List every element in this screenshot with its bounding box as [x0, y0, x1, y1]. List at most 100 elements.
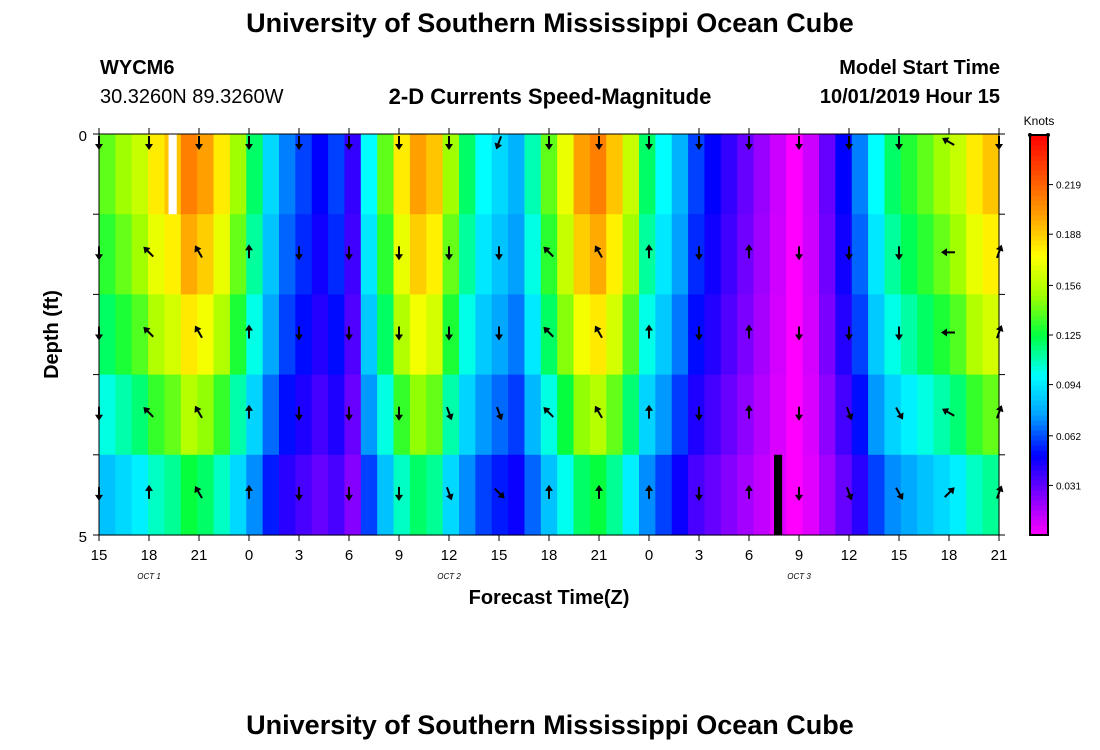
heatmap-cell — [557, 454, 575, 536]
heatmap-cell — [131, 374, 149, 456]
heatmap-cell — [606, 214, 624, 295]
colorbar-segment — [1030, 135, 1048, 141]
colorbar-segment — [1030, 480, 1048, 486]
colorbar-segment — [1030, 285, 1048, 291]
current-arrow — [143, 407, 154, 418]
heatmap-cell — [851, 294, 869, 376]
colorbar-segment — [1030, 275, 1048, 281]
colorbar-segment — [1030, 300, 1048, 306]
colorbar-segment — [1030, 370, 1048, 376]
colorbar-segment — [1030, 355, 1048, 361]
y-tick-label: 5 — [79, 529, 87, 546]
station-coords: 30.3260N 89.3260W — [100, 86, 284, 108]
heatmap-cell — [868, 454, 886, 536]
colorbar-segment — [1030, 380, 1048, 386]
colorbar-segment — [1030, 450, 1048, 456]
model-start-value: 10/01/2019 Hour 15 — [819, 86, 1000, 108]
heatmap-cell — [835, 134, 853, 215]
heatmap-cell — [393, 134, 411, 215]
heatmap-cell — [491, 134, 509, 215]
current-arrow — [795, 136, 803, 150]
current-arrow — [345, 486, 353, 501]
colorbar-segment — [1030, 190, 1048, 196]
heatmap-cell — [753, 214, 771, 295]
colorbar-segment — [1030, 490, 1048, 496]
heatmap-cell — [229, 454, 247, 536]
current-arrow — [645, 404, 653, 419]
current-arrow — [345, 406, 353, 421]
x-tick-label: 0 — [645, 547, 653, 564]
heatmap-cell — [508, 294, 526, 376]
heatmap-cell — [295, 214, 313, 295]
current-arrow — [395, 486, 403, 501]
heatmap-cell — [229, 294, 247, 376]
current-arrow — [845, 136, 853, 150]
current-arrow — [95, 486, 103, 501]
heatmap-cell — [589, 134, 607, 215]
heatmap-cell — [949, 374, 967, 456]
heatmap-cell — [851, 374, 869, 456]
colorbar-segment — [1030, 150, 1048, 156]
heatmap-cell — [409, 454, 427, 536]
heatmap-cell — [246, 134, 264, 215]
colorbar-segment — [1030, 405, 1048, 411]
heatmap-cell — [295, 134, 313, 215]
heatmap-cell — [344, 294, 362, 376]
colorbar-segment — [1030, 195, 1048, 201]
heatmap-cell — [262, 134, 280, 215]
current-arrow — [543, 407, 554, 418]
heatmap-cell — [295, 294, 313, 376]
current-arrow — [95, 246, 103, 261]
heatmap-cell — [311, 374, 329, 456]
heatmap-cell — [148, 454, 166, 536]
current-arrow — [695, 406, 703, 421]
heatmap-cell — [213, 134, 231, 215]
heatmap-cell — [933, 214, 951, 295]
colorbar-segment — [1030, 335, 1048, 341]
heatmap-cell — [524, 214, 542, 295]
heatmap-cell — [475, 454, 493, 536]
heatmap-cell — [99, 134, 116, 215]
colorbar-segment — [1030, 445, 1048, 451]
heatmap-cell — [279, 294, 296, 376]
colorbar-segment — [1030, 415, 1048, 421]
colorbar-segment — [1030, 320, 1048, 326]
heatmap-cell — [328, 214, 346, 295]
heatmap-cell — [279, 134, 296, 215]
heatmap-cell — [99, 294, 116, 376]
current-arrow — [942, 137, 955, 146]
heatmap-cell — [262, 454, 280, 536]
current-arrow — [295, 326, 303, 341]
heatmap-cell — [213, 454, 231, 536]
colorbar-segment — [1030, 515, 1048, 521]
heatmap-cell — [131, 294, 149, 376]
current-arrow — [194, 325, 203, 339]
heatmap-cell — [606, 134, 624, 215]
heatmap-cell — [851, 134, 869, 215]
heatmap-cell — [966, 214, 984, 295]
colorbar-segment — [1030, 185, 1048, 191]
current-arrow — [895, 407, 904, 420]
current-arrow — [695, 246, 703, 261]
colorbar-segment — [1030, 390, 1048, 396]
current-arrow — [143, 326, 154, 338]
heatmap-cell — [164, 294, 182, 376]
heatmap-cell — [426, 374, 444, 456]
heatmap-cell — [639, 454, 656, 536]
heatmap-cell — [311, 454, 329, 536]
heatmap-cell — [508, 134, 526, 215]
current-arrow — [245, 136, 253, 150]
heatmap-cell — [213, 294, 231, 376]
colorbar-segment — [1030, 425, 1048, 431]
colorbar-segment — [1030, 430, 1048, 436]
current-arrow — [845, 406, 854, 421]
x-tick-label: 18 — [941, 547, 958, 564]
heatmap-cell — [148, 374, 166, 456]
colorbar-segment — [1030, 365, 1048, 371]
heatmap-cell — [671, 294, 689, 376]
current-arrow — [845, 326, 853, 341]
heatmap-cell — [819, 294, 836, 376]
heatmap-cell — [459, 294, 476, 376]
heatmap-cell — [377, 294, 395, 376]
heatmap-cell — [229, 374, 247, 456]
